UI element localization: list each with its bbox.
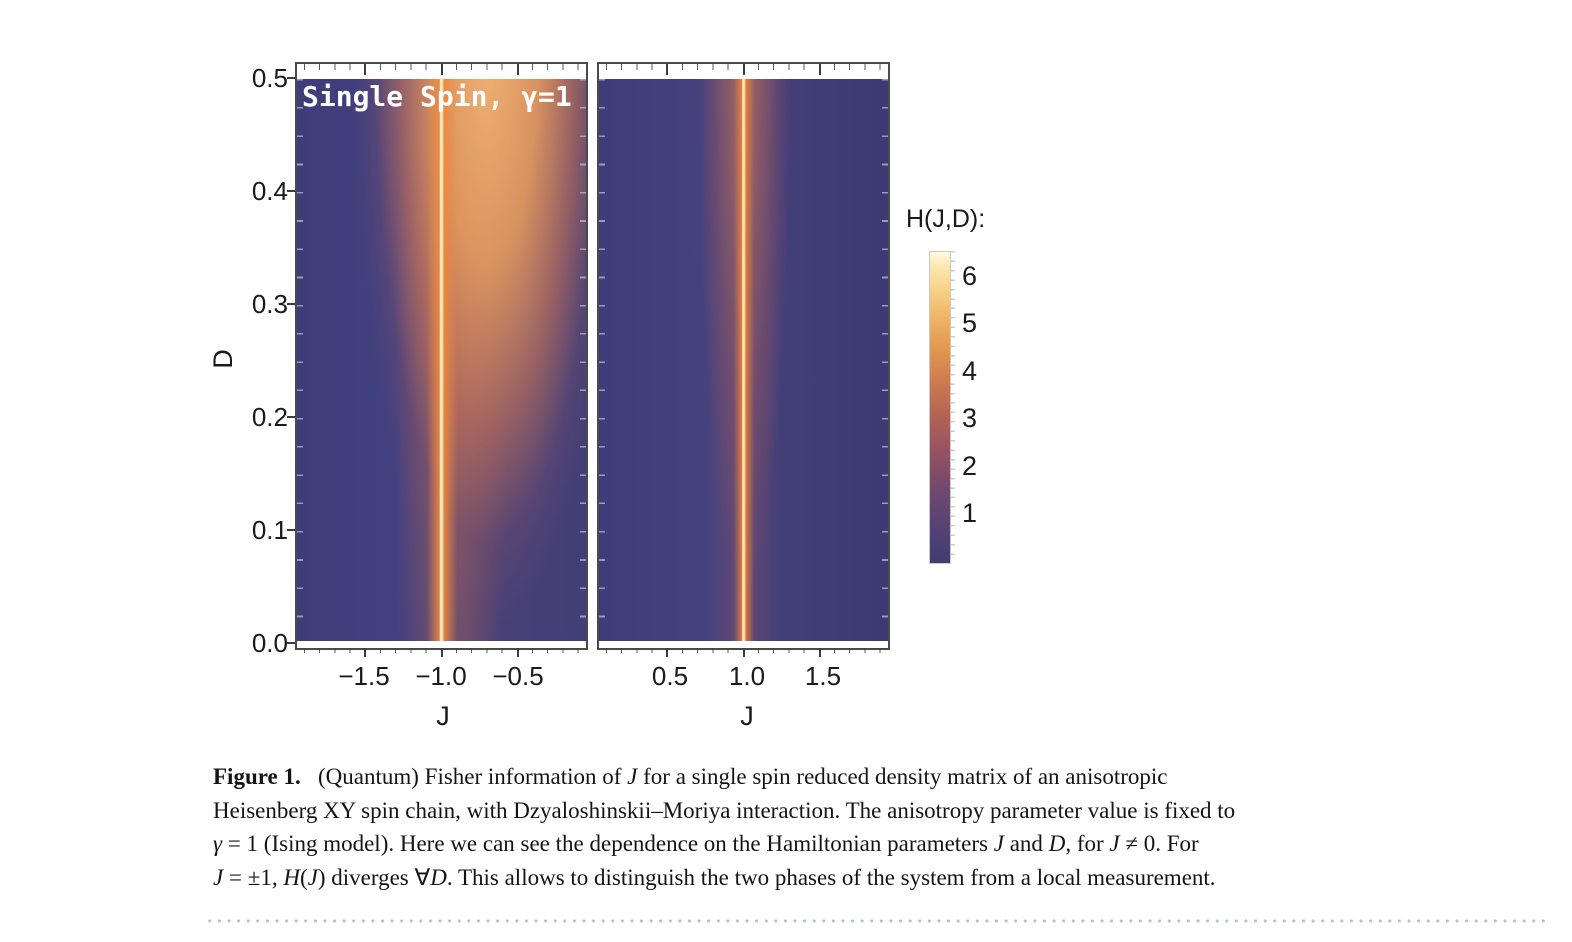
x-tick-label: 0.5: [651, 661, 689, 691]
y-tick-label: 0.0: [251, 628, 288, 658]
x-major-tick: [440, 64, 443, 75]
heatmap-panel-left: Single Spin, γ=1: [295, 62, 588, 657]
x-tick-label: −1.5: [338, 661, 390, 691]
colorbar-gradient: [929, 251, 951, 564]
density-field-right: [599, 79, 888, 641]
x-minor-ticks-top: [297, 64, 586, 79]
y-tick-label: 0.4: [251, 176, 288, 206]
y-minor-ticks: [580, 79, 586, 641]
y-tick-label: 0.1: [251, 515, 288, 545]
colorbar-ticks: [951, 251, 955, 562]
caption-line: Figure 1. (Quantum) Fisher information o…: [213, 764, 1168, 789]
x-minor-ticks-top: [599, 64, 888, 79]
x-major-tick: [364, 64, 367, 75]
y-minor-ticks: [882, 79, 888, 641]
colorbar-tick-label: 1: [962, 498, 978, 528]
y-tick-label: 0.2: [251, 402, 288, 432]
colorbar-title: H(J,D):: [906, 205, 986, 233]
colorbar-tick-label: 2: [962, 451, 978, 481]
x-major-tick: [440, 648, 443, 657]
caption-line: J = ±1, H(J) diverges ∀D. This allows to…: [213, 864, 1216, 890]
y-major-tick: [287, 416, 295, 418]
y-axis-title: D: [208, 349, 238, 369]
colorbar-tick-label: 6: [962, 261, 978, 291]
x-tick-label: −0.5: [492, 661, 544, 691]
dotted-separator: [205, 918, 1548, 924]
colorbar-tick-label: 3: [962, 403, 978, 433]
x-major-tick: [516, 648, 519, 657]
x-major-tick: [666, 648, 669, 657]
heatmap-panel-right: [597, 62, 890, 657]
x-major-tick: [818, 64, 821, 75]
figure-caption: Figure 1. (Quantum) Fisher information o…: [213, 760, 1543, 894]
y-major-tick: [287, 190, 295, 192]
y-major-tick: [287, 529, 295, 531]
x-major-tick: [666, 64, 669, 75]
colorbar-tick-label: 4: [962, 356, 978, 386]
x-minor-ticks-bottom: [599, 648, 888, 657]
plot-title: Single Spin, γ=1: [302, 80, 572, 113]
x-axis-title-right: J: [740, 701, 754, 731]
x-tick-label: −1.0: [415, 661, 467, 691]
caption-line: Heisenberg XY spin chain, with Dzyaloshi…: [213, 797, 1236, 823]
density-field-left: Single Spin, γ=1: [297, 79, 586, 641]
y-minor-ticks: [297, 79, 303, 641]
x-axis-title-left: J: [436, 701, 450, 731]
x-major-tick: [818, 648, 821, 657]
y-minor-ticks: [599, 79, 605, 641]
colorbar-tick-label: 5: [962, 308, 978, 338]
caption-line: γ = 1 (Ising model). Here we can see the…: [213, 831, 1199, 856]
x-minor-ticks-bottom: [297, 648, 586, 657]
x-tick-label: 1.5: [804, 661, 842, 691]
y-major-tick: [287, 303, 295, 305]
x-major-tick: [742, 648, 745, 657]
y-tick-label: 0.3: [251, 289, 288, 319]
x-tick-label: 1.0: [728, 661, 766, 691]
y-major-tick: [287, 642, 295, 644]
y-tick-label: 0.5: [251, 63, 288, 93]
x-major-tick: [364, 648, 367, 657]
y-major-tick: [287, 77, 295, 79]
x-major-tick: [742, 64, 745, 75]
x-major-tick: [516, 64, 519, 75]
